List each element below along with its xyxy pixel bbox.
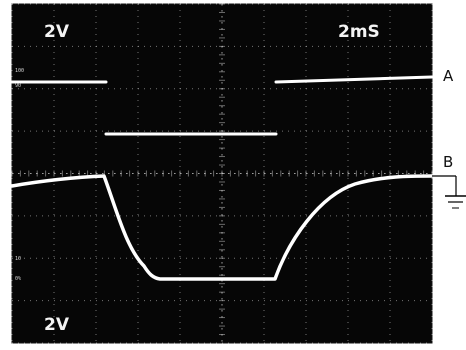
trace-a-right-segment: [274, 75, 434, 84]
tiny-scale-label-3: 10: [15, 256, 21, 262]
volts-per-division-bottom: 2V: [44, 315, 70, 335]
time-per-division: 2mS: [338, 22, 380, 42]
volts-per-division-top: 2V: [44, 22, 70, 42]
tiny-scale-label-4: 0%: [15, 276, 21, 282]
tiny-scale-label-2: 90: [15, 83, 21, 89]
trace-b-waveform: [10, 174, 434, 281]
trace-b-marker-label: B: [443, 153, 453, 171]
tiny-scale-label-1: 100: [15, 68, 24, 74]
trace-a: [10, 75, 434, 136]
trace-a-marker-label: A: [443, 67, 454, 85]
ground-symbol-icon: [445, 195, 466, 209]
graticule-grid: [11, 3, 433, 344]
